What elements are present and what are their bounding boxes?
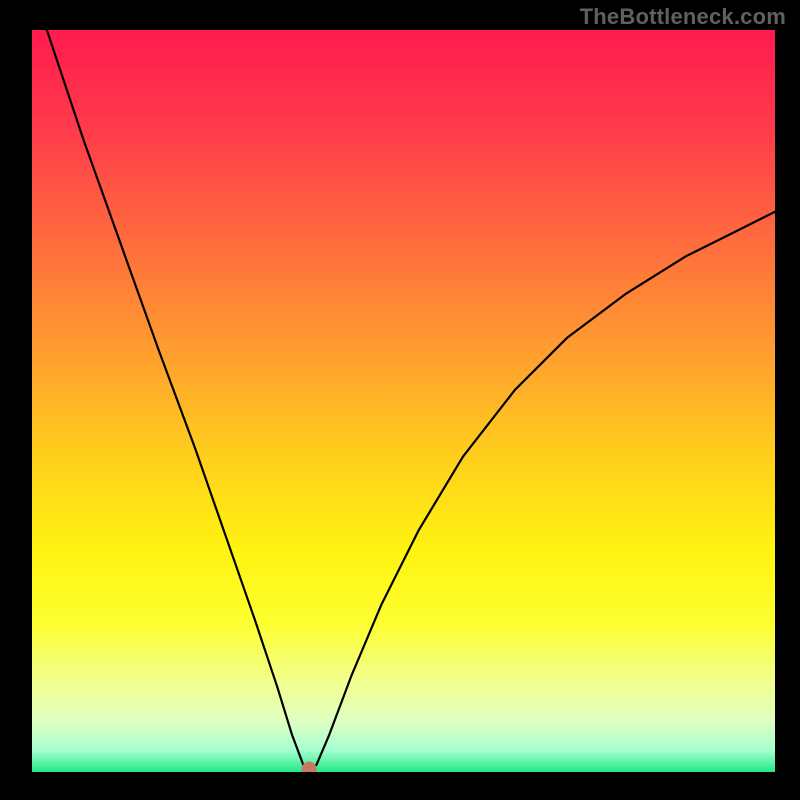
plot-area xyxy=(32,30,775,772)
gradient-background xyxy=(32,30,775,772)
watermark-text: TheBottleneck.com xyxy=(580,4,786,30)
chart-container: TheBottleneck.com xyxy=(0,0,800,800)
